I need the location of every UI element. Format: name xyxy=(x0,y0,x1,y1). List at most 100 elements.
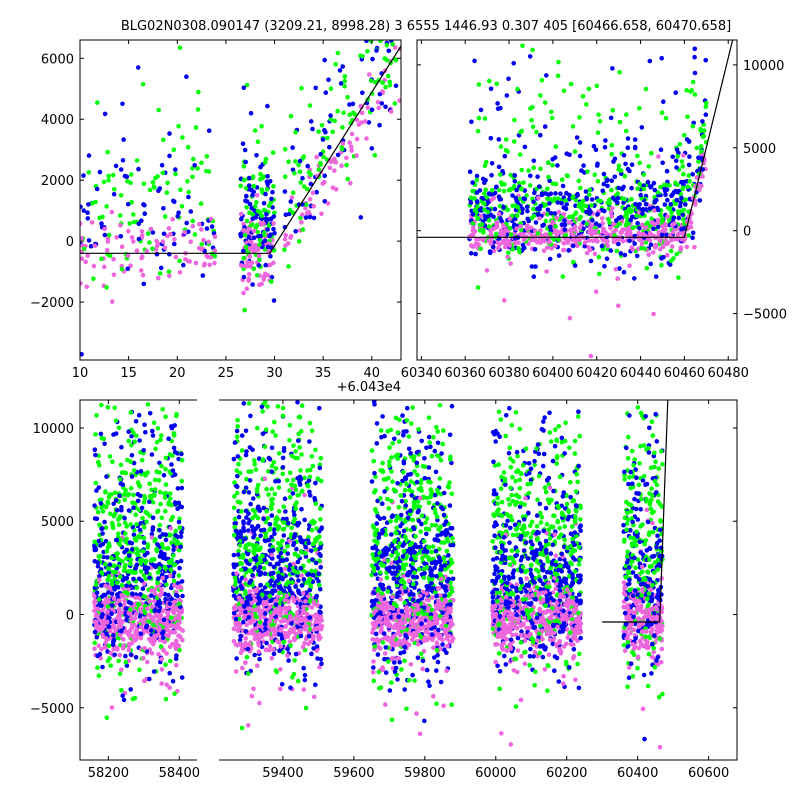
data-point xyxy=(299,583,305,588)
data-point xyxy=(255,586,260,591)
data-point xyxy=(313,547,318,552)
data-point xyxy=(637,226,642,231)
data-point xyxy=(241,489,247,495)
data-point xyxy=(587,211,592,216)
data-point xyxy=(185,258,191,264)
data-point xyxy=(335,50,341,56)
data-point xyxy=(123,562,128,568)
data-point xyxy=(126,229,131,234)
data-point xyxy=(128,561,133,567)
data-point xyxy=(275,546,281,552)
data-point xyxy=(369,146,375,151)
data-point xyxy=(106,173,111,179)
data-point xyxy=(547,256,553,262)
data-point xyxy=(682,236,688,242)
data-point xyxy=(561,205,566,210)
data-point xyxy=(93,199,98,205)
data-point xyxy=(492,206,498,212)
data-point xyxy=(647,58,653,64)
data-point xyxy=(652,221,657,227)
data-point xyxy=(272,210,277,216)
data-point xyxy=(289,195,295,200)
data-point xyxy=(176,601,182,607)
data-point xyxy=(123,470,129,476)
data-point xyxy=(590,218,595,223)
data-point xyxy=(94,612,99,617)
data-point xyxy=(617,70,622,75)
data-point xyxy=(528,173,533,179)
data-point xyxy=(341,110,346,116)
data-point xyxy=(278,613,283,618)
data-point xyxy=(622,196,627,202)
data-point xyxy=(375,99,381,105)
data-point xyxy=(124,617,129,623)
data-point xyxy=(690,235,695,241)
data-point xyxy=(212,234,218,239)
data-point xyxy=(234,589,239,595)
data-point xyxy=(178,504,183,509)
data-point xyxy=(484,195,490,200)
data-point xyxy=(263,611,268,616)
data-point xyxy=(501,188,507,194)
data-point xyxy=(262,621,268,627)
x-tick-label: 25 xyxy=(218,366,235,381)
data-point xyxy=(251,686,256,692)
data-point xyxy=(586,238,592,243)
data-point xyxy=(152,608,157,614)
data-point xyxy=(173,616,178,621)
data-point xyxy=(111,596,117,601)
data-point xyxy=(148,636,153,642)
data-point xyxy=(296,162,301,168)
data-point xyxy=(142,594,148,600)
data-point xyxy=(161,617,167,623)
data-point xyxy=(379,101,385,106)
data-point xyxy=(291,625,297,631)
data-point xyxy=(574,135,580,140)
data-point xyxy=(679,195,684,201)
data-point xyxy=(301,687,307,692)
data-point xyxy=(158,501,163,507)
data-point xyxy=(237,579,242,584)
data-point xyxy=(122,497,128,503)
data-point xyxy=(257,257,262,263)
data-point xyxy=(291,477,296,483)
data-point xyxy=(518,224,523,229)
data-point xyxy=(637,160,643,166)
data-point xyxy=(168,658,173,664)
data-point xyxy=(133,512,138,518)
data-point xyxy=(138,624,144,630)
data-point xyxy=(155,426,161,431)
data-point xyxy=(604,231,609,236)
data-point xyxy=(315,476,321,482)
data-point xyxy=(172,449,178,455)
data-point xyxy=(555,163,560,168)
data-point xyxy=(238,263,244,268)
data-point xyxy=(262,571,268,576)
data-point xyxy=(349,148,355,153)
data-point xyxy=(114,580,120,586)
data-point xyxy=(290,595,296,600)
data-point xyxy=(239,509,244,514)
data-point xyxy=(684,244,690,250)
data-point xyxy=(258,545,263,550)
data-point xyxy=(262,444,268,450)
data-point xyxy=(143,558,149,564)
data-point xyxy=(307,103,313,108)
data-point xyxy=(609,143,615,148)
data-point xyxy=(164,682,169,687)
data-point xyxy=(263,400,268,405)
data-point xyxy=(169,424,174,429)
data-point xyxy=(347,102,352,107)
data-point xyxy=(649,184,654,189)
data-point xyxy=(390,42,396,47)
data-point xyxy=(246,671,251,676)
data-point xyxy=(136,221,142,227)
data-point xyxy=(249,260,255,266)
data-point xyxy=(292,170,297,176)
data-point xyxy=(92,559,98,564)
data-point xyxy=(145,402,151,407)
data-point xyxy=(280,538,285,544)
data-point xyxy=(175,621,181,627)
data-point xyxy=(262,232,267,238)
data-point xyxy=(239,586,245,591)
